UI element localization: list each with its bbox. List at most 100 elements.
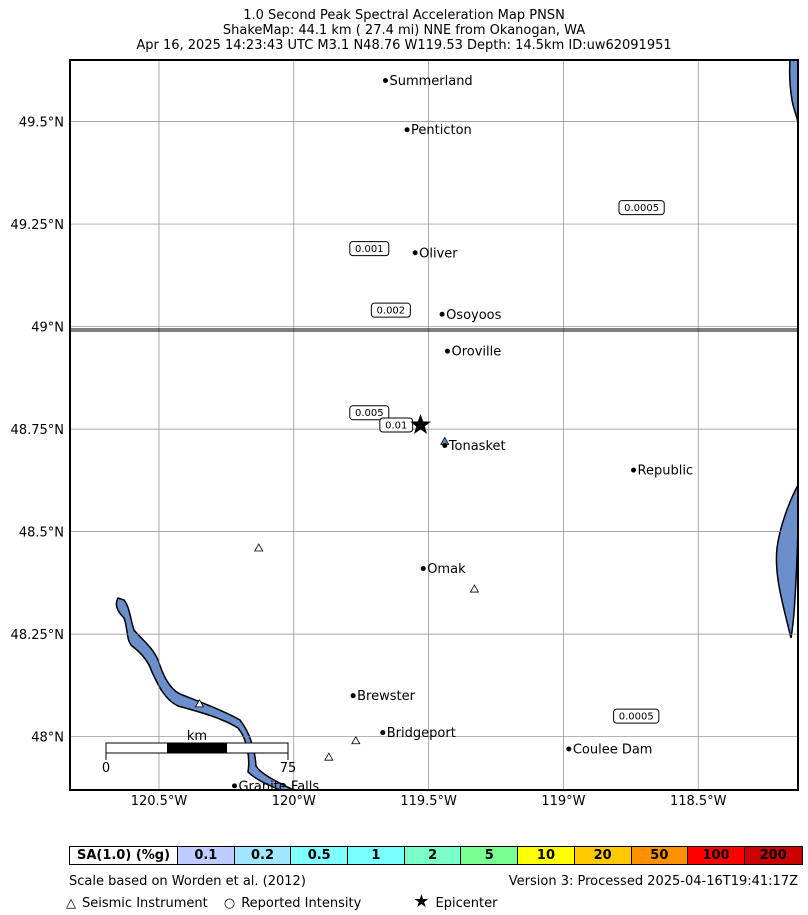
lat-tick-label: 48°N xyxy=(31,731,64,746)
intensity-scale-cell: 2 xyxy=(404,847,462,864)
circle-icon: ○ xyxy=(223,896,236,911)
intensity-scale-cell: 0.2 xyxy=(234,847,292,864)
svg-text:0.0005: 0.0005 xyxy=(624,203,659,214)
lat-tick-label: 49.25°N xyxy=(11,218,64,233)
contour-label: 0.01 xyxy=(379,417,414,433)
intensity-scale-label: SA(1.0) (%g) xyxy=(70,847,178,864)
lat-tick-label: 49.5°N xyxy=(19,116,64,131)
map-legend: △ Seismic Instrument ○ Reported Intensity … xyxy=(66,891,503,912)
intensity-scale-cell: 1 xyxy=(348,847,405,864)
city-label: Bridgeport xyxy=(387,726,456,741)
intensity-scale-cell: 10 xyxy=(518,847,575,864)
legend-instrument: Seismic Instrument xyxy=(82,896,208,911)
city-label: Oliver xyxy=(419,246,458,261)
triangle-icon: △ xyxy=(66,896,76,911)
contour-label: 0.001 xyxy=(349,241,390,257)
cities: Summerland Penticton Oliver Osoyoos Oroville… xyxy=(231,74,693,790)
legend-reported: Reported Intensity xyxy=(241,896,362,911)
svg-text:0.005: 0.005 xyxy=(355,408,384,419)
city-label: Osoyoos xyxy=(446,308,502,323)
city-dot xyxy=(380,730,386,736)
map-background xyxy=(70,60,798,790)
city-dot xyxy=(631,467,637,473)
scale-reference: Scale based on Worden et al. (2012) xyxy=(69,874,306,889)
lat-tick-label: 49°N xyxy=(31,321,64,336)
axis-ticks: 120.5°W 120°W 119.5°W 119°W 118.5°W 49.5°N 49.… xyxy=(11,116,727,809)
seismic-instrument-marker xyxy=(324,752,334,761)
city-dot xyxy=(444,348,450,354)
city: Bridgeport xyxy=(380,726,456,741)
city-dot xyxy=(566,746,572,752)
contour-label: 0.002 xyxy=(370,302,411,318)
scale-bar-end: 75 xyxy=(280,761,297,776)
lon-tick-label: 118.5°W xyxy=(670,794,727,809)
city: Brewster xyxy=(350,689,416,704)
seismic-instrument-marker xyxy=(351,735,361,745)
seismic-instrument-marker xyxy=(469,584,480,593)
svg-text:0.01: 0.01 xyxy=(385,421,407,432)
epicenter xyxy=(410,414,431,434)
city: Tonasket xyxy=(442,439,506,454)
epicenter-star-icon xyxy=(410,414,431,434)
seismic-instrument-marker xyxy=(254,543,264,552)
lat-tick-label: 48.75°N xyxy=(11,423,64,438)
title-line-1: 1.0 Second Peak Spectral Acceleration Ma… xyxy=(243,8,565,23)
svg-text:0.001: 0.001 xyxy=(355,244,384,255)
map-grid xyxy=(70,60,798,790)
scale-bar-unit: km xyxy=(187,729,207,744)
legend-epicenter: Epicenter xyxy=(435,896,498,911)
intensity-scale: SA(1.0) (%g) 0.1 0.2 0.5 1 2 5 10 20 50 100 200 xyxy=(69,846,803,865)
lat-tick-label: 48.5°N xyxy=(19,526,64,541)
okanogan-river-southwest xyxy=(115,597,295,790)
city: Oroville xyxy=(444,345,501,360)
contour-label: 0.005 xyxy=(349,405,390,421)
lon-tick-label: 119.5°W xyxy=(400,794,457,809)
city-label: Brewster xyxy=(357,689,415,704)
svg-text:0.0005: 0.0005 xyxy=(619,712,654,723)
city-label: Penticton xyxy=(411,123,472,138)
city-dot xyxy=(382,78,388,84)
city-label: Oroville xyxy=(451,345,501,360)
columbia-river-east xyxy=(775,484,798,639)
lon-tick-label: 120.5°W xyxy=(131,794,188,809)
city-dot xyxy=(442,443,448,449)
intensity-scale-cell: 0.5 xyxy=(291,847,349,864)
lon-tick-label: 120°W xyxy=(272,794,316,809)
contour-label: 0.0005 xyxy=(613,708,660,724)
city-dot xyxy=(412,250,418,256)
city-dot xyxy=(404,127,410,133)
intensity-scale-cell: 50 xyxy=(631,847,689,864)
contour-label: 0.0005 xyxy=(618,200,665,216)
city-label: Republic xyxy=(638,464,694,479)
city-dot xyxy=(420,566,426,572)
lat-tick-label: 48.25°N xyxy=(11,628,64,643)
city: Osoyoos xyxy=(439,308,502,323)
city: Republic xyxy=(631,464,693,479)
scale-bar-start: 0 xyxy=(102,761,110,776)
city: Coulee Dam xyxy=(566,742,652,757)
intensity-scale-cell: 200 xyxy=(744,847,802,864)
city: Oliver xyxy=(412,246,458,261)
city: Granite Falls xyxy=(231,779,319,790)
intensity-scale-cell: 5 xyxy=(461,847,519,864)
intensity-scale-cell: 20 xyxy=(574,847,632,864)
seismic-instruments xyxy=(194,436,480,761)
seismic-instrument-marker xyxy=(194,699,205,708)
map-frame xyxy=(69,59,799,791)
city-label: Coulee Dam xyxy=(573,742,653,757)
title-line-2: ShakeMap: 44.1 km ( 27.4 mi) NNE from Ok… xyxy=(222,23,586,38)
title-line-3: Apr 16, 2025 14:23:43 UTC M3.1 N48.76 W1… xyxy=(136,38,672,53)
city-dot xyxy=(350,693,356,699)
city-label: Omak xyxy=(427,562,466,577)
city: Penticton xyxy=(404,123,472,138)
city: Omak xyxy=(420,562,466,577)
lon-tick-label: 119°W xyxy=(541,794,585,809)
star-icon: ★ xyxy=(413,891,430,912)
city-label: Tonasket xyxy=(448,439,506,454)
city-dot xyxy=(439,311,445,317)
intensity-scale-cell: 100 xyxy=(688,847,745,864)
svg-text:0.002: 0.002 xyxy=(377,306,406,317)
intensity-scale-cell: 0.1 xyxy=(178,847,235,864)
